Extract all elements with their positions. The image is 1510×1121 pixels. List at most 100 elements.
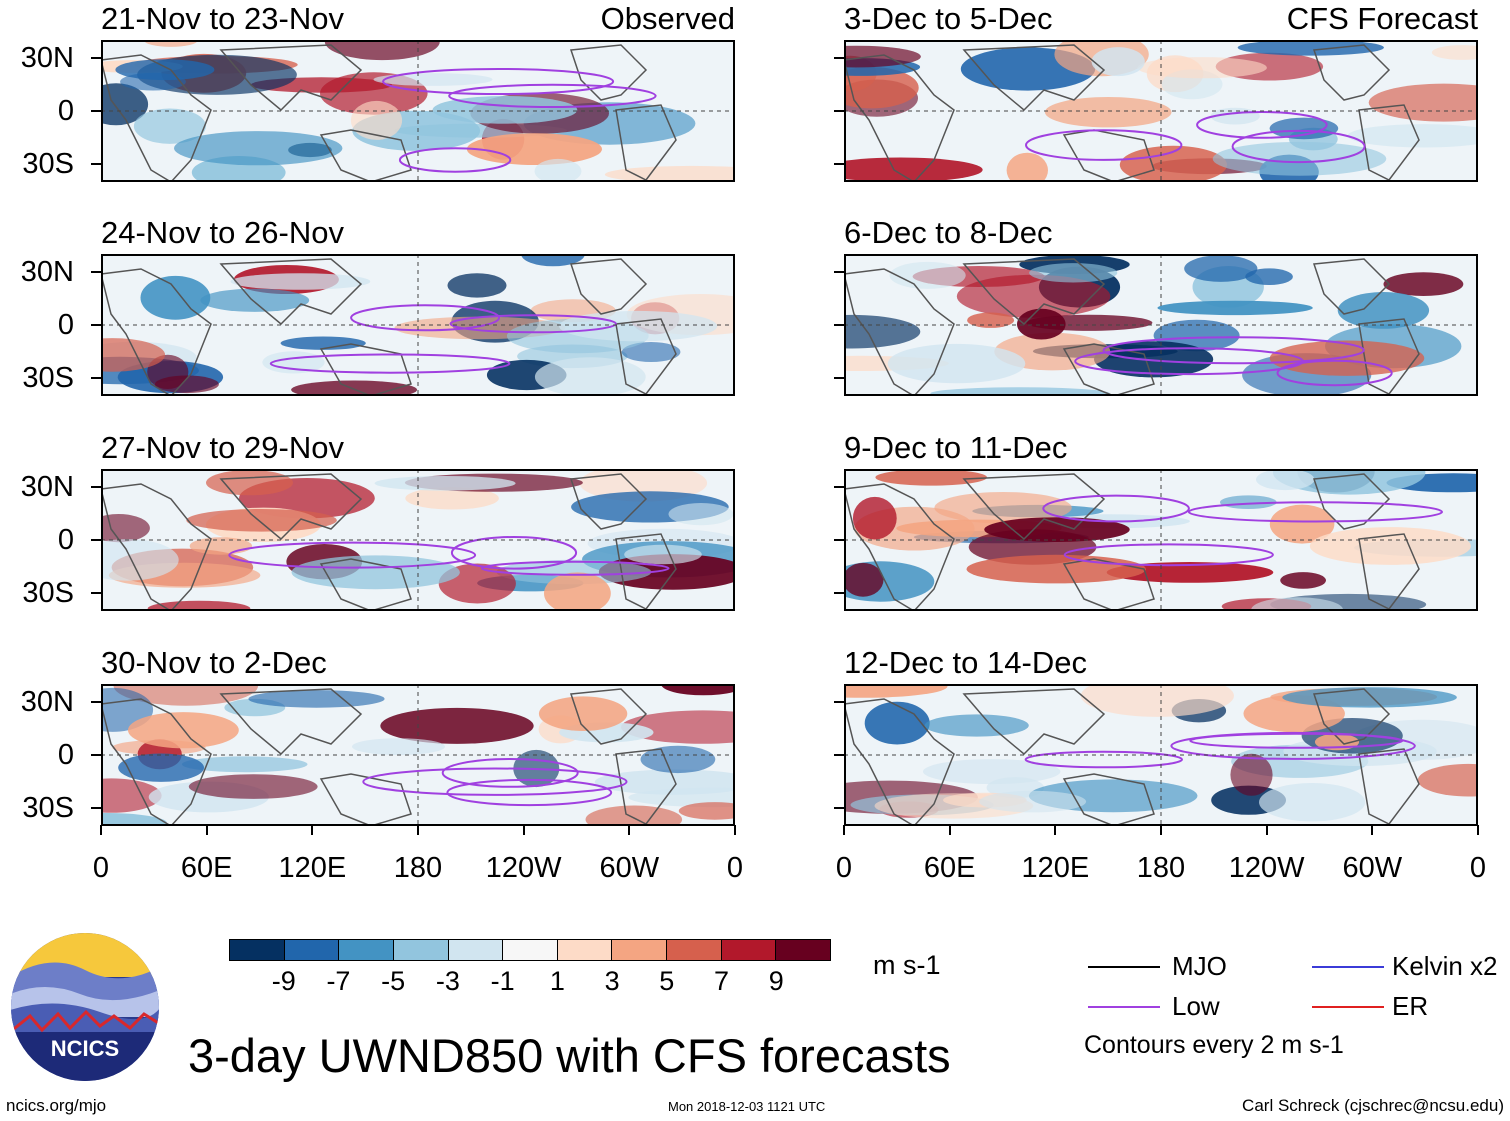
- coastline: [1312, 258, 1391, 315]
- lat-label: 30S: [22, 148, 74, 180]
- anomaly-shade: [1137, 57, 1267, 79]
- map-panel-observed-1: 21-Nov to 23-Nov Observed: [101, 1, 735, 182]
- anomaly-shade: [1259, 783, 1366, 822]
- anomaly-shade: [1269, 340, 1425, 376]
- lat-tick: [834, 163, 844, 165]
- map-panel-observed-4: 30-Nov to 2-Dec: [101, 645, 735, 826]
- coastline: [319, 343, 412, 396]
- footer-site-link[interactable]: ncics.org/mjo: [6, 1096, 107, 1115]
- anomaly-shade: [115, 59, 215, 81]
- anomaly-shade: [101, 539, 179, 581]
- lat-tick: [834, 324, 844, 326]
- lon-tick: [522, 825, 525, 835]
- coastline: [844, 54, 955, 182]
- colorbar-swatch: [775, 940, 831, 960]
- wind-anomaly-map: [101, 469, 735, 611]
- colorbar-swatch: [392, 940, 448, 960]
- anomaly-shade: [521, 254, 585, 267]
- low-contour: [382, 68, 615, 95]
- wind-anomaly-map: [101, 40, 735, 182]
- anomaly-shade: [534, 357, 646, 396]
- anomaly-shade: [1431, 45, 1478, 60]
- lon-tick: [1371, 825, 1374, 835]
- coastline: [319, 558, 412, 611]
- lat-label: 30S: [22, 577, 74, 609]
- panel-title: 6-Dec to 8-Dec: [844, 215, 1053, 250]
- low-contour: [228, 541, 477, 569]
- low-contour: [441, 758, 579, 788]
- coastline: [844, 698, 955, 826]
- colorbar-label: -5: [381, 966, 406, 996]
- lat-tick: [91, 110, 101, 112]
- low-contour: [450, 536, 578, 570]
- map-panel-forecast-4: 12-Dec to 14-Dec: [844, 645, 1478, 826]
- colorbar-label: 5: [659, 966, 675, 996]
- panel-tag: Observed: [600, 1, 735, 36]
- lon-label: 60W: [1342, 852, 1403, 884]
- anomaly-shade: [1044, 97, 1172, 128]
- low-contour: [1102, 336, 1365, 365]
- anomaly-shade: [1269, 117, 1339, 140]
- lon-tick: [628, 825, 631, 835]
- coastline: [1312, 688, 1391, 745]
- anomaly-shade: [621, 342, 681, 362]
- coastline: [219, 473, 363, 541]
- lon-tick: [1054, 825, 1057, 835]
- anomaly-shade: [930, 387, 1110, 396]
- lat-tick: [91, 57, 101, 59]
- anomaly-shade: [585, 805, 683, 826]
- anomaly-shade: [113, 684, 259, 706]
- lon-label: 120W: [485, 852, 562, 884]
- wind-anomaly-map: [844, 684, 1478, 826]
- anomaly-shade: [101, 812, 167, 826]
- colorbar-label: 7: [714, 966, 730, 996]
- coastline: [1062, 773, 1155, 826]
- lat-tick: [91, 163, 101, 165]
- legend-low-line: [1088, 1006, 1160, 1008]
- colorbar-swatch: [338, 940, 393, 960]
- lon-label: 60E: [180, 852, 233, 884]
- lat-tick: [91, 592, 101, 594]
- anomaly-shade: [640, 745, 716, 774]
- lon-label: 120W: [1228, 852, 1305, 884]
- lat-tick: [834, 754, 844, 756]
- panel-title: 9-Dec to 11-Dec: [844, 430, 1068, 465]
- anomaly-shade: [875, 469, 987, 486]
- colorbar-label: 3: [604, 966, 620, 996]
- anomaly-shade: [280, 336, 366, 350]
- coastline: [844, 483, 955, 611]
- lat-tick: [834, 377, 844, 379]
- lon-label: 0: [726, 852, 744, 884]
- lon-label: 0: [835, 852, 853, 884]
- anomaly-shade: [924, 714, 1029, 737]
- coastline: [962, 473, 1106, 541]
- low-contour: [1074, 347, 1304, 376]
- lon-label: 60W: [599, 852, 660, 884]
- lon-tick: [311, 825, 314, 835]
- anomaly-shade: [559, 310, 718, 342]
- anomaly-shade: [154, 375, 219, 394]
- anomaly-shade: [230, 273, 371, 290]
- anomaly-shade: [534, 158, 582, 182]
- lon-label: 120E: [1021, 852, 1090, 884]
- panel-title: 21-Nov to 23-Nov: [101, 1, 344, 36]
- low-contour: [1024, 750, 1183, 769]
- anomaly-shade: [174, 131, 343, 166]
- wind-anomaly-map: [101, 254, 735, 396]
- lat-tick: [834, 271, 844, 273]
- lat-tick: [91, 486, 101, 488]
- low-contour: [1025, 129, 1183, 161]
- lon-tick: [843, 825, 845, 835]
- lat-label: 0: [57, 309, 74, 341]
- anomaly-shade: [844, 314, 921, 349]
- lat-tick: [91, 539, 101, 541]
- anomaly-shade: [101, 338, 166, 372]
- anomaly-shade: [447, 273, 507, 298]
- low-contour: [448, 83, 657, 109]
- coastline: [569, 44, 648, 101]
- anomaly-shade: [1029, 263, 1118, 283]
- panel-frame: [101, 40, 735, 182]
- anomaly-shade: [934, 492, 1072, 524]
- anomaly-shade: [544, 572, 611, 611]
- panel-title: 12-Dec to 14-Dec: [844, 645, 1087, 680]
